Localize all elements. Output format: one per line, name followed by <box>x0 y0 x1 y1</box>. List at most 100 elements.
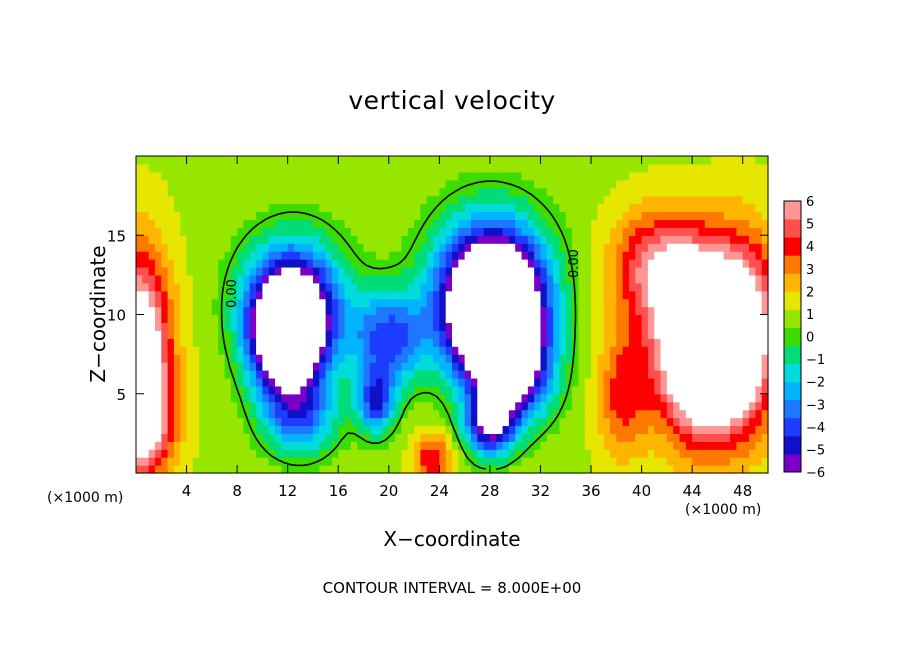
heatmap-cell <box>546 306 554 316</box>
heatmap-cell <box>540 346 548 355</box>
heatmap-cell <box>256 401 263 411</box>
heatmap-cell <box>414 290 421 300</box>
heatmap-cell <box>433 298 440 308</box>
heatmap-cell <box>458 369 466 379</box>
heatmap-cell <box>186 251 194 260</box>
heatmap-cell <box>433 377 440 387</box>
heatmap-cell <box>628 251 636 260</box>
heatmap-cell <box>540 417 548 427</box>
heatmap-cell <box>224 290 232 300</box>
heatmap-cell <box>597 235 605 244</box>
contour-label: 0.00 <box>567 249 582 278</box>
heatmap-cell <box>319 441 327 450</box>
heatmap-cell <box>666 457 674 466</box>
heatmap-cell <box>647 465 655 474</box>
heatmap-cell <box>154 393 162 403</box>
heatmap-cell <box>249 346 257 355</box>
heatmap-cell <box>338 171 346 181</box>
heatmap-cell <box>483 171 491 181</box>
heatmap-cell <box>262 346 270 355</box>
heatmap-cell <box>679 401 687 411</box>
heatmap-cell <box>262 369 270 379</box>
heatmap-cell <box>742 354 750 363</box>
heatmap-cell <box>698 433 706 442</box>
heatmap-cell <box>603 441 611 450</box>
heatmap-cell <box>477 433 485 442</box>
heatmap-cell <box>704 425 712 434</box>
heatmap-cell <box>439 433 447 442</box>
heatmap-cell <box>256 290 263 300</box>
heatmap-cell <box>603 156 611 165</box>
heatmap-cell <box>249 377 257 387</box>
heatmap-cell <box>294 163 301 173</box>
heatmap-cell <box>616 187 624 197</box>
heatmap-cell <box>388 235 396 244</box>
heatmap-cell <box>433 290 440 300</box>
heatmap-cell <box>148 243 156 252</box>
heatmap-cell <box>704 457 712 466</box>
heatmap-cell <box>489 338 497 347</box>
heatmap-cell <box>395 282 403 292</box>
heatmap-cell <box>717 465 725 474</box>
heatmap-cell <box>382 203 390 213</box>
heatmap-cell <box>685 243 693 252</box>
heatmap-cell <box>521 362 529 371</box>
heatmap-cell <box>679 179 687 189</box>
heatmap-cell <box>679 346 687 355</box>
heatmap-cell <box>237 274 245 284</box>
heatmap-cell <box>281 171 289 181</box>
heatmap-cell <box>603 385 611 395</box>
heatmap-cell <box>711 314 719 324</box>
heatmap-cell <box>376 211 384 221</box>
heatmap-cell <box>540 211 548 221</box>
heatmap-cell <box>357 441 365 450</box>
heatmap-cell <box>237 354 245 363</box>
heatmap-cell <box>268 274 276 284</box>
heatmap-cell <box>749 369 756 379</box>
heatmap-cell <box>483 330 491 339</box>
heatmap-cell <box>546 354 554 363</box>
heatmap-cell <box>559 409 567 419</box>
heatmap-cell <box>262 377 270 387</box>
heatmap-cell <box>426 274 434 284</box>
heatmap-cell <box>546 346 554 355</box>
heatmap-cell <box>464 393 472 403</box>
heatmap-cell <box>685 425 693 434</box>
heatmap-cell <box>142 409 150 419</box>
heatmap-cell <box>369 171 377 181</box>
heatmap-cell <box>508 243 516 252</box>
heatmap-cell <box>685 282 693 292</box>
heatmap-cell <box>546 187 554 197</box>
heatmap-cell <box>673 195 681 205</box>
heatmap-cell <box>256 298 263 308</box>
heatmap-cell <box>673 266 681 276</box>
heatmap-cell <box>382 306 390 316</box>
heatmap-cell <box>679 203 687 213</box>
heatmap-cell <box>464 235 472 244</box>
heatmap-cell <box>540 227 548 236</box>
heatmap-cell <box>243 306 251 316</box>
heatmap-cell <box>496 441 504 450</box>
heatmap-cell <box>628 282 636 292</box>
heatmap-cell <box>534 211 542 221</box>
heatmap-cell <box>730 449 737 458</box>
heatmap-cell <box>736 346 744 355</box>
heatmap-cell <box>496 346 504 355</box>
heatmap-cell <box>211 330 219 339</box>
heatmap-cell <box>401 259 409 268</box>
heatmap-cell <box>338 417 346 427</box>
heatmap-cell <box>597 306 605 316</box>
heatmap-cell <box>565 282 573 292</box>
heatmap-cell <box>591 330 598 339</box>
heatmap-cell <box>597 433 605 442</box>
heatmap-cell <box>711 179 719 189</box>
heatmap-cell <box>470 274 478 284</box>
heatmap-cell <box>685 203 693 213</box>
heatmap-cell <box>717 393 725 403</box>
heatmap-cell <box>610 282 617 292</box>
heatmap-cell <box>154 465 162 474</box>
heatmap-cell <box>268 243 276 252</box>
heatmap-cell <box>559 266 567 276</box>
heatmap-cell <box>698 274 706 284</box>
heatmap-cell <box>616 156 624 165</box>
